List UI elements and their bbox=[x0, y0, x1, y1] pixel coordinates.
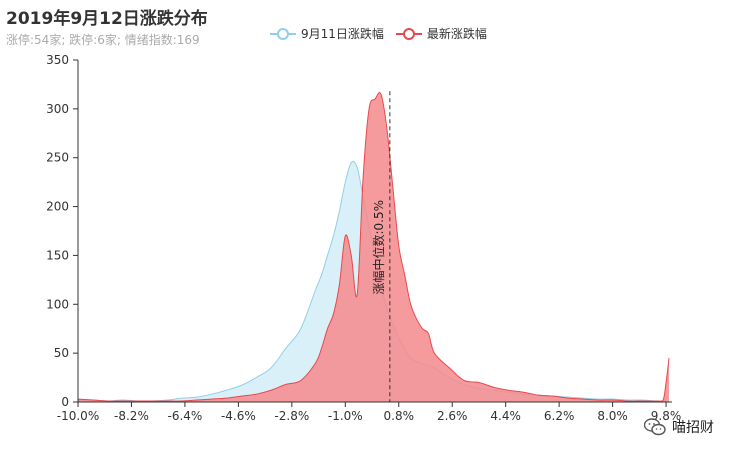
y-tick-label: 0 bbox=[61, 395, 69, 409]
x-tick-label: 0.8% bbox=[384, 409, 415, 423]
y-tick-label: 150 bbox=[46, 248, 69, 262]
x-tick-label: 6.2% bbox=[544, 409, 575, 423]
series-line-1 bbox=[77, 92, 670, 402]
legend-label-latest: 最新涨跌幅 bbox=[426, 27, 487, 41]
y-tick-label: 100 bbox=[46, 297, 69, 311]
wechat-icon bbox=[644, 418, 666, 436]
x-tick-label: 2.6% bbox=[437, 409, 468, 423]
legend-item-latest[interactable]: 最新涨跌幅 bbox=[395, 25, 487, 42]
watermark: 喵招财 bbox=[644, 417, 714, 437]
x-tick-label: -4.6% bbox=[221, 409, 256, 423]
x-tick-label: -2.8% bbox=[274, 409, 309, 423]
y-tick-label: 50 bbox=[54, 346, 69, 360]
legend-marker-prev bbox=[270, 27, 296, 40]
x-tick-label: -1.0% bbox=[328, 409, 363, 423]
series-area-1 bbox=[78, 92, 670, 402]
legend: 9月11日涨跌幅 最新涨跌幅 bbox=[270, 25, 499, 42]
x-tick-label: -8.2% bbox=[114, 409, 149, 423]
x-tick-label: 8.0% bbox=[597, 409, 628, 423]
y-tick-label: 250 bbox=[46, 151, 69, 165]
chart-title: 2019年9月12日涨跌分布 bbox=[6, 9, 208, 29]
y-tick-label: 350 bbox=[46, 53, 69, 67]
y-tick-label: 200 bbox=[46, 200, 69, 214]
y-tick-label: 300 bbox=[46, 102, 69, 116]
x-tick-label: -10.0% bbox=[57, 409, 99, 423]
legend-label-prev: 9月11日涨跌幅 bbox=[301, 27, 384, 41]
legend-item-prev[interactable]: 9月11日涨跌幅 bbox=[270, 25, 384, 42]
chart-subtitle: 涨停:54家; 跌停:6家; 情绪指数:169 bbox=[6, 33, 200, 47]
median-label: 涨幅中位数:0.5% bbox=[371, 200, 386, 295]
watermark-text: 喵招财 bbox=[672, 420, 714, 436]
x-tick-label: 4.4% bbox=[490, 409, 521, 423]
legend-marker-latest bbox=[395, 27, 422, 40]
x-tick-label: -6.4% bbox=[168, 409, 203, 423]
x-tick-label: 9.8% bbox=[651, 409, 682, 423]
